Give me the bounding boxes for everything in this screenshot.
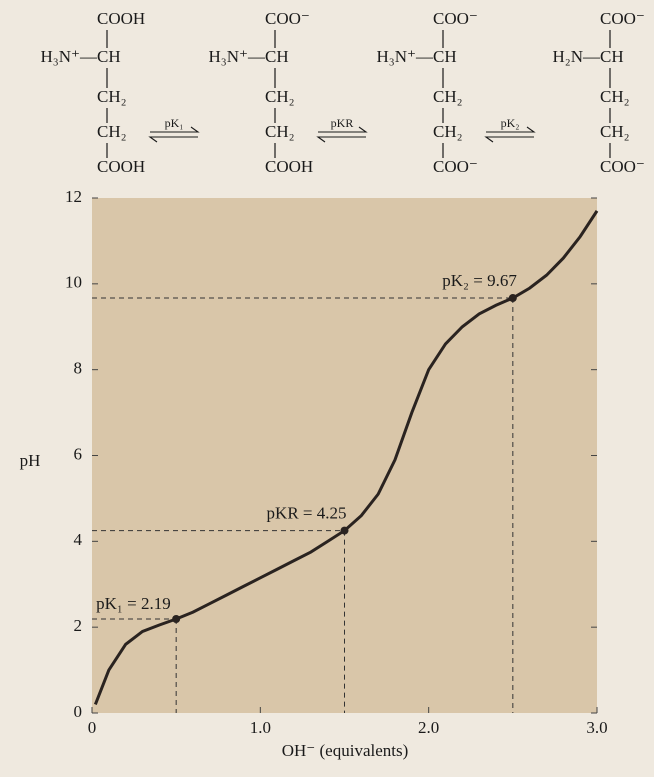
formula-group: COOH xyxy=(97,9,145,28)
equilibrium-label: pK₂ xyxy=(501,116,520,130)
formula-group: CH xyxy=(433,47,457,66)
formula-amine: H₃N⁺— xyxy=(377,47,434,66)
arrow-forward xyxy=(318,126,368,133)
formula-group: CH₂ xyxy=(433,87,463,106)
formula-group: COOH xyxy=(97,157,145,176)
pk-point xyxy=(340,526,349,535)
x-tick-label: 0 xyxy=(88,718,97,737)
arrow-back xyxy=(148,136,198,143)
y-tick-label: 8 xyxy=(74,359,83,378)
formula-group: CH xyxy=(600,47,624,66)
pk-label: pK₁ = 2.19 xyxy=(96,594,171,613)
x-tick-label: 1.0 xyxy=(250,718,271,737)
formula-group: CH₂ xyxy=(97,87,127,106)
equilibrium-label: pK₁ xyxy=(165,116,184,130)
y-tick-label: 2 xyxy=(74,616,83,635)
formula-group: COO⁻ xyxy=(600,9,645,28)
y-axis-label: pH xyxy=(20,451,41,470)
y-tick-label: 0 xyxy=(74,702,83,721)
formula-group: CH xyxy=(97,47,121,66)
formula-group: COOH xyxy=(265,157,313,176)
arrow-forward xyxy=(486,126,536,133)
formula-group: CH₂ xyxy=(433,122,463,141)
pk-point xyxy=(508,293,517,302)
y-tick-label: 6 xyxy=(74,444,83,463)
arrow-back xyxy=(484,136,534,143)
plot-area xyxy=(92,198,597,713)
formula-group: COO⁻ xyxy=(433,9,478,28)
x-axis-label: OH⁻ (equivalents) xyxy=(282,741,409,760)
formula-group: COO⁻ xyxy=(433,157,478,176)
formula-group: CH₂ xyxy=(97,122,127,141)
formula-amine: H₃N⁺— xyxy=(209,47,266,66)
formula-group: CH xyxy=(265,47,289,66)
pk-label: pKR = 4.25 xyxy=(267,504,347,523)
equilibrium-label: pKR xyxy=(331,116,354,130)
formula-amine: H₂N— xyxy=(553,47,601,66)
formula-group: COO⁻ xyxy=(600,157,645,176)
formula-group: CH₂ xyxy=(265,122,295,141)
x-tick-label: 3.0 xyxy=(586,718,607,737)
formula-group: COO⁻ xyxy=(265,9,310,28)
pk-label: pK₂ = 9.67 xyxy=(442,271,517,290)
formula-group: CH₂ xyxy=(265,87,295,106)
arrow-back xyxy=(316,136,366,143)
formula-amine: H₃N⁺— xyxy=(41,47,98,66)
formula-group: CH₂ xyxy=(600,122,630,141)
y-tick-label: 4 xyxy=(74,530,83,549)
formula-group: CH₂ xyxy=(600,87,630,106)
pk-point xyxy=(172,615,181,624)
y-tick-label: 10 xyxy=(65,273,82,292)
arrow-forward xyxy=(150,126,200,133)
x-tick-label: 2.0 xyxy=(418,718,439,737)
y-tick-label: 12 xyxy=(65,187,82,206)
